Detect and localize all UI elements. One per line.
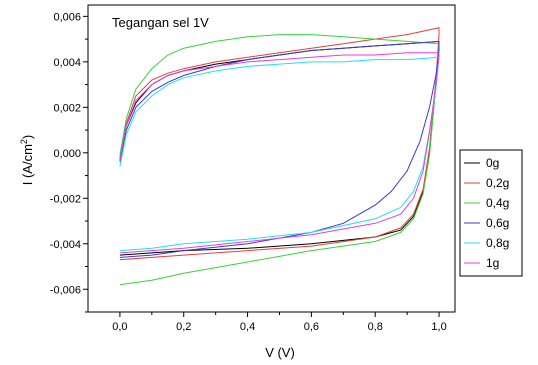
series-line-4	[119, 56, 440, 252]
y-tick-label: 0,002	[53, 102, 81, 114]
legend-label-0: 0g	[486, 156, 499, 170]
y-axis-title: I (A/cm2)	[19, 135, 35, 186]
legend-label-4: 0,8g	[486, 236, 509, 250]
legend-box	[459, 149, 523, 277]
series-layer	[119, 27, 440, 286]
x-axis-title: V (V)	[265, 345, 295, 360]
x-tick-label: 0,2	[176, 321, 191, 333]
x-tick-label: 0,4	[240, 321, 255, 333]
y-axis-title-tail: )	[20, 135, 35, 139]
axes-layer: 0,0 0,2 0,4 0,6 0,8 1,0 -0,006 -0,004 -0,002 0,00…	[50, 4, 456, 333]
legend-label-2: 0,4g	[486, 196, 509, 210]
y-tick-label: 0,006	[53, 11, 81, 23]
legend-label-5: 1g	[486, 256, 499, 270]
x-axis-title-text: V (V)	[265, 345, 295, 360]
chart-annotation: Tegangan sel 1V	[112, 15, 209, 30]
legend-label-1: 0,2g	[486, 176, 509, 190]
series-line-1	[119, 27, 440, 261]
y-tick-label: -0,004	[50, 239, 81, 251]
y-tick-label: -0,002	[50, 193, 81, 205]
x-tick-label: 0,0	[112, 321, 127, 333]
y-tick-label: 0,000	[53, 148, 81, 160]
y-tick-label: 0,004	[53, 57, 81, 69]
y-tick-label: -0,006	[50, 284, 81, 296]
plot-frame	[87, 4, 456, 313]
legend: 0g 0,2g 0,4g 0,6g 0,8g 1g	[459, 149, 523, 277]
y-axis-title-main: I (A/cm	[20, 144, 35, 185]
y-axis-title-sup: 2	[19, 139, 29, 144]
series-line-3	[119, 40, 440, 258]
legend-label-3: 0,6g	[486, 216, 509, 230]
series-line-5	[119, 52, 440, 254]
x-tick-label: 0,8	[368, 321, 383, 333]
x-tick-label: 0,6	[304, 321, 319, 333]
x-tick-label: 1,0	[431, 321, 446, 333]
